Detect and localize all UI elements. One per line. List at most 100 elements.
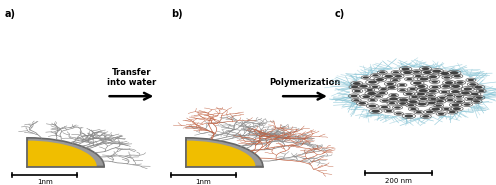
- Circle shape: [413, 81, 422, 85]
- Circle shape: [359, 102, 366, 105]
- Circle shape: [396, 112, 402, 115]
- Circle shape: [418, 85, 426, 88]
- Circle shape: [388, 86, 396, 89]
- Text: c): c): [335, 9, 345, 19]
- Circle shape: [382, 99, 388, 102]
- Circle shape: [350, 95, 358, 97]
- Circle shape: [418, 102, 427, 106]
- Circle shape: [404, 114, 413, 118]
- Circle shape: [471, 93, 479, 95]
- Circle shape: [443, 76, 450, 79]
- Circle shape: [410, 108, 417, 110]
- Circle shape: [451, 103, 459, 106]
- Wedge shape: [27, 138, 104, 166]
- Circle shape: [376, 78, 384, 81]
- Circle shape: [428, 94, 434, 97]
- Circle shape: [354, 90, 361, 92]
- Text: 1nm: 1nm: [37, 179, 53, 185]
- Circle shape: [399, 102, 406, 105]
- Circle shape: [390, 94, 397, 96]
- Circle shape: [456, 100, 463, 103]
- Circle shape: [375, 95, 381, 97]
- Circle shape: [409, 88, 416, 90]
- Circle shape: [430, 98, 436, 100]
- Circle shape: [476, 96, 483, 99]
- Wedge shape: [27, 141, 97, 166]
- Circle shape: [406, 78, 413, 80]
- Circle shape: [415, 75, 422, 77]
- Circle shape: [378, 92, 386, 94]
- Circle shape: [379, 71, 385, 74]
- Circle shape: [386, 82, 394, 85]
- Circle shape: [464, 103, 471, 106]
- Circle shape: [399, 89, 406, 92]
- Circle shape: [399, 84, 405, 86]
- Circle shape: [446, 94, 453, 97]
- Circle shape: [389, 102, 395, 105]
- Circle shape: [351, 86, 358, 88]
- Circle shape: [474, 86, 483, 89]
- Circle shape: [381, 106, 388, 109]
- Circle shape: [435, 104, 442, 107]
- Circle shape: [456, 81, 464, 84]
- Circle shape: [380, 88, 387, 90]
- Circle shape: [394, 106, 401, 109]
- Circle shape: [419, 89, 428, 92]
- Circle shape: [413, 70, 420, 73]
- Circle shape: [473, 100, 480, 103]
- Wedge shape: [186, 141, 255, 166]
- Circle shape: [442, 85, 450, 88]
- Circle shape: [432, 107, 440, 111]
- Circle shape: [360, 85, 368, 88]
- Wedge shape: [186, 138, 263, 166]
- Circle shape: [422, 67, 430, 70]
- Circle shape: [478, 90, 485, 92]
- Circle shape: [353, 82, 361, 85]
- Circle shape: [420, 97, 428, 100]
- Circle shape: [423, 71, 432, 74]
- Circle shape: [441, 91, 448, 93]
- Circle shape: [420, 78, 429, 81]
- Circle shape: [422, 115, 430, 118]
- Circle shape: [363, 95, 370, 98]
- Circle shape: [405, 92, 413, 95]
- Circle shape: [363, 76, 369, 79]
- Text: a): a): [5, 9, 16, 19]
- Circle shape: [372, 110, 380, 113]
- Circle shape: [401, 67, 410, 70]
- Circle shape: [411, 96, 418, 98]
- Circle shape: [438, 112, 444, 115]
- Circle shape: [443, 108, 449, 110]
- Circle shape: [461, 92, 470, 95]
- Circle shape: [447, 99, 453, 101]
- Circle shape: [392, 79, 398, 81]
- Circle shape: [432, 86, 439, 89]
- Circle shape: [370, 99, 376, 101]
- Circle shape: [467, 97, 474, 100]
- Circle shape: [367, 89, 373, 91]
- Circle shape: [403, 71, 412, 74]
- Circle shape: [449, 111, 456, 113]
- Circle shape: [353, 99, 360, 101]
- Circle shape: [436, 100, 444, 103]
- Circle shape: [384, 75, 393, 78]
- Circle shape: [368, 92, 376, 95]
- Circle shape: [429, 75, 437, 78]
- Circle shape: [428, 101, 435, 104]
- Text: Polymerization: Polymerization: [269, 78, 341, 87]
- Circle shape: [426, 110, 434, 113]
- Circle shape: [439, 97, 446, 99]
- Circle shape: [417, 92, 425, 96]
- Circle shape: [369, 105, 376, 107]
- Circle shape: [464, 87, 472, 91]
- Circle shape: [432, 80, 438, 83]
- Circle shape: [393, 71, 399, 73]
- Circle shape: [451, 90, 460, 93]
- Text: 200 nm: 200 nm: [384, 178, 412, 184]
- Circle shape: [456, 95, 462, 98]
- Circle shape: [386, 110, 392, 112]
- Circle shape: [433, 70, 441, 73]
- Circle shape: [451, 85, 460, 88]
- Circle shape: [440, 72, 449, 75]
- Text: 1nm: 1nm: [195, 179, 211, 185]
